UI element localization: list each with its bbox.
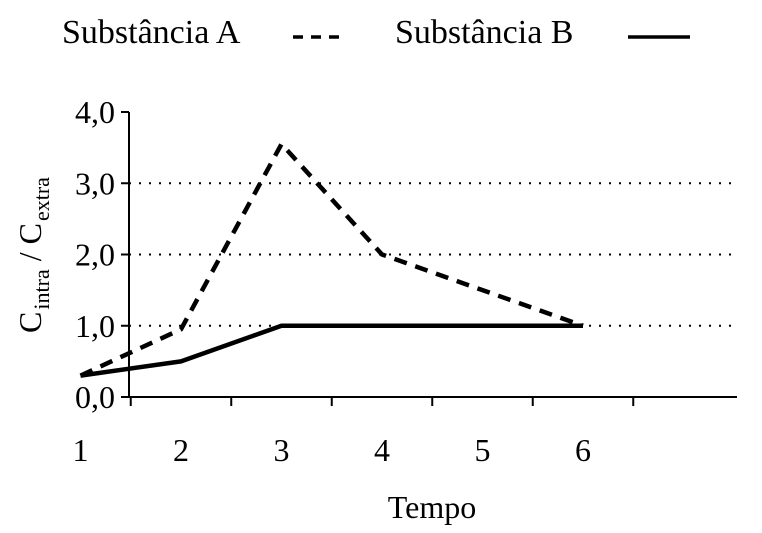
x-tick-label: 5 [475,432,491,468]
x-axis-title: Tempo [388,489,476,525]
y-axis-title-sub-intra: intra [29,269,54,310]
y-axis-title-main: C [12,312,48,333]
x-tick-label: 2 [173,432,189,468]
y-tick-label: 4,0 [75,94,115,130]
x-tick-label: 1 [73,432,89,468]
legend: Substância A Substância B [62,14,690,51]
x-tick-label: 4 [374,432,390,468]
y-axis-title-separator: / C [12,223,48,269]
y-tick-label: 2,0 [75,237,115,273]
legend-label-substancia-a: Substância A [62,14,241,51]
x-tick-label: 6 [575,432,591,468]
series [79,141,584,378]
ticks: 0,0 1,0 2,0 3,0 4,0 1 2 3 4 5 6 [73,94,635,468]
series-line-substancia-a [79,141,584,378]
grid [129,182,737,327]
y-tick-label: 0,0 [75,379,115,415]
legend-label-substancia-b: Substância B [395,14,573,51]
y-axis-title-sub-extra: extra [29,177,54,221]
y-tick-label: 3,0 [75,165,115,201]
y-tick-label: 1,0 [75,308,115,344]
series-line-substancia-b [80,323,583,378]
x-tick-label: 3 [274,432,290,468]
y-axis-title: Cintra / Cextra [12,177,54,333]
